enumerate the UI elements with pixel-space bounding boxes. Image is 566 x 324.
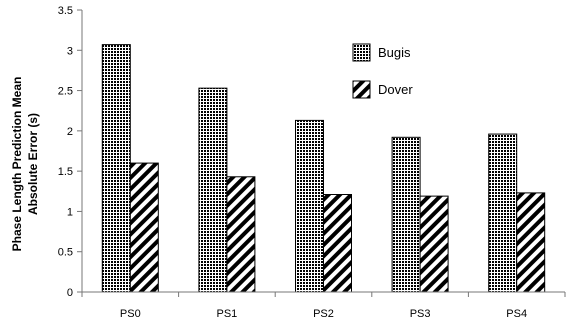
bar-dover-ps0 xyxy=(129,162,159,293)
y-tick-label: 0 xyxy=(67,287,73,299)
y-tick-label: 2 xyxy=(67,126,73,138)
legend-label-bugis: Bugis xyxy=(378,45,411,60)
x-tick-label: PS4 xyxy=(506,308,527,320)
y-tick-label: 1 xyxy=(67,206,73,218)
y-axis-label-line-2: Absolute Error (s) xyxy=(26,113,40,215)
legend-label-dover: Dover xyxy=(378,82,413,97)
bar-bugis-ps4 xyxy=(488,133,518,293)
y-axis-label: Phase Length Prediction Mean Absolute Er… xyxy=(10,77,40,252)
bar-bugis-ps2 xyxy=(295,119,324,293)
y-axis-ticks: 0 0.5 1 1.5 2 2.5 3 3.5 xyxy=(58,5,82,299)
bar-bugis-ps1 xyxy=(198,87,228,293)
legend: Bugis Dover xyxy=(352,43,413,99)
legend-swatch-dover xyxy=(352,80,371,99)
bar-dover-ps3 xyxy=(419,195,449,293)
bar-bugis-ps3 xyxy=(391,136,421,293)
y-tick-label: 1.5 xyxy=(58,166,73,178)
y-tick-label: 3 xyxy=(67,45,73,57)
x-tick-label: PS2 xyxy=(313,308,334,320)
y-tick-label: 3.5 xyxy=(58,5,73,17)
x-tick-label: PS0 xyxy=(120,308,141,320)
bar-dover-ps1 xyxy=(226,176,256,293)
legend-swatch-bugis xyxy=(352,43,371,62)
x-axis-ticks: PS0 PS1 PS2 PS3 PS4 xyxy=(81,292,566,320)
bars xyxy=(101,44,546,293)
bar-dover-ps4 xyxy=(516,192,546,293)
y-tick-label: 2.5 xyxy=(58,86,73,98)
x-tick-label: PS3 xyxy=(410,308,431,320)
x-tick-label: PS1 xyxy=(217,308,238,320)
y-axis-label-line-1: Phase Length Prediction Mean xyxy=(10,77,24,252)
y-tick-label: 0.5 xyxy=(58,247,73,259)
bar-bugis-ps0 xyxy=(101,44,131,293)
bar-dover-ps2 xyxy=(323,194,352,293)
